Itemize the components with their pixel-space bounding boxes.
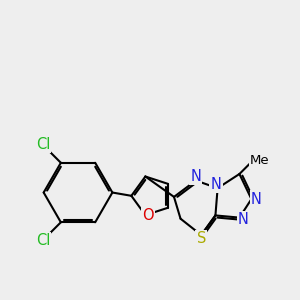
Text: Me: Me [250,154,270,167]
Text: Cl: Cl [36,137,50,152]
Text: O: O [142,208,154,223]
Text: N: N [211,177,221,192]
Text: N: N [190,169,201,184]
Text: N: N [251,192,262,207]
Text: S: S [196,232,206,247]
Text: Cl: Cl [36,233,50,248]
Text: N: N [238,212,249,227]
